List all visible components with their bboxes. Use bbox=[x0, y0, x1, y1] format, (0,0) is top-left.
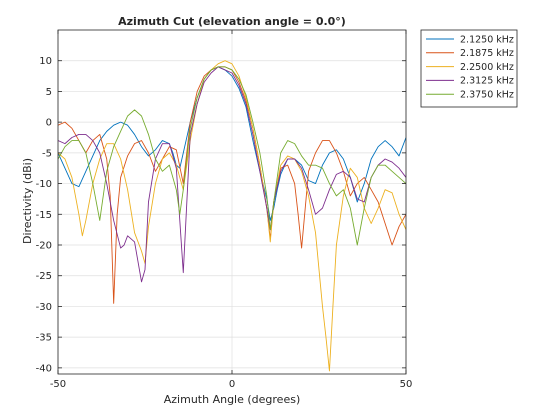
y-axis-title: Directivity (dBi) bbox=[21, 158, 34, 244]
series-line-1 bbox=[58, 66, 406, 221]
y-tick-label: 0 bbox=[46, 118, 52, 129]
y-tick-label: -5 bbox=[42, 148, 52, 159]
series-line-5 bbox=[58, 66, 406, 246]
series-lines bbox=[58, 60, 406, 372]
x-axis-title: Azimuth Angle (degrees) bbox=[164, 393, 301, 406]
series-line-4 bbox=[58, 66, 406, 283]
legend-label: 2.1250 kHz bbox=[460, 34, 514, 45]
legend-label: 2.1875 kHz bbox=[460, 48, 514, 59]
y-tick-label: -30 bbox=[36, 302, 52, 313]
grid-lines bbox=[57, 30, 407, 374]
legend-label: 2.3750 kHz bbox=[460, 90, 514, 101]
y-tick-label: -10 bbox=[36, 179, 52, 190]
y-tick-label: -25 bbox=[36, 271, 52, 282]
legend: 2.1250 kHz 2.1875 kHz 2.2500 kHz 2.3125 kHz… bbox=[420, 29, 518, 108]
legend-label: 2.2500 kHz bbox=[460, 62, 514, 73]
y-tick-label: -35 bbox=[36, 333, 52, 344]
y-tick-label: -15 bbox=[36, 210, 52, 221]
x-tick-label: 0 bbox=[229, 379, 235, 390]
y-tick-label: 10 bbox=[39, 56, 52, 67]
x-tick-label: -50 bbox=[50, 379, 66, 390]
y-tick-label: -20 bbox=[36, 241, 52, 252]
legend-label: 2.3125 kHz bbox=[460, 76, 514, 87]
chart-title: Azimuth Cut (elevation angle = 0.0°) bbox=[118, 15, 346, 28]
x-tick-label: 50 bbox=[400, 379, 413, 390]
y-tick-label: -40 bbox=[36, 363, 52, 374]
y-tick-label: 5 bbox=[46, 87, 52, 98]
series-line-3 bbox=[58, 60, 406, 372]
